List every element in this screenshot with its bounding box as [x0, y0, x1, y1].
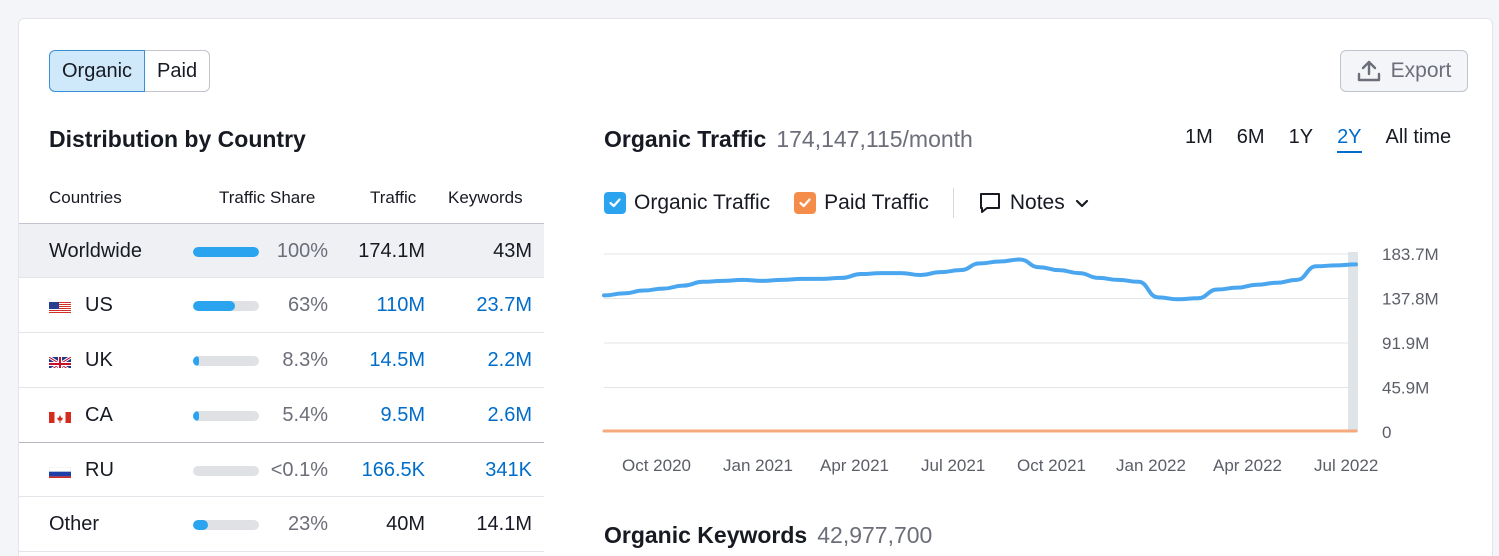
- checkbox-checked-icon[interactable]: [604, 192, 626, 214]
- notes-label: Notes: [1009, 191, 1065, 214]
- period-6m[interactable]: 6M: [1236, 126, 1265, 148]
- col-header-traffic-share[interactable]: Traffic Share: [219, 188, 316, 207]
- traffic-share-value: 8.3%: [282, 349, 328, 371]
- y-tick-label: 183.7M: [1382, 245, 1439, 264]
- checkbox-checked-icon[interactable]: [794, 192, 817, 214]
- organic-traffic-title: Organic Traffic 174,147,115/month: [604, 126, 973, 153]
- chart-legend: Organic Traffic Paid Traffic Notes: [604, 188, 1091, 218]
- country-cell: US: [49, 278, 113, 333]
- traffic-share-bar: [193, 497, 259, 552]
- country-name: CA: [85, 404, 113, 426]
- country-cell: CA: [49, 388, 113, 443]
- traffic-share-value: 5.4%: [282, 404, 328, 426]
- traffic-share-value: 100%: [276, 240, 328, 262]
- table-row[interactable]: UK 8.3% 14.5M 2.2M: [19, 333, 544, 388]
- x-tick-label: Apr 2022: [1213, 456, 1282, 475]
- country-name: Worldwide: [49, 240, 142, 262]
- traffic-value[interactable]: 14.5M: [369, 349, 425, 371]
- upload-icon: [1357, 60, 1380, 82]
- x-tick-label: Jul 2022: [1314, 456, 1379, 475]
- x-tick-label: Jul 2021: [921, 456, 986, 475]
- traffic-share-bar: [193, 224, 259, 279]
- col-header-countries[interactable]: Countries: [49, 188, 122, 207]
- country-name: RU: [85, 459, 114, 481]
- table-row[interactable]: CA 5.4% 9.5M 2.6M: [19, 388, 544, 443]
- period-all-time[interactable]: All time: [1385, 126, 1452, 148]
- period-selector: 1M 6M 1Y 2Y All time: [1185, 126, 1451, 153]
- traffic-value[interactable]: 9.5M: [380, 404, 425, 426]
- country-name: US: [85, 294, 113, 316]
- x-tick-label: Jan 2021: [723, 456, 793, 475]
- organic-traffic-value: 174,147,115/month: [776, 126, 973, 152]
- traffic-share-bar: [193, 388, 259, 443]
- country-cell: Other: [49, 497, 99, 552]
- legend-paid-label: Paid Traffic: [824, 191, 929, 214]
- keywords-value[interactable]: 2.6M: [487, 404, 532, 426]
- y-tick-label: 45.9M: [1382, 379, 1429, 398]
- traffic-share-value: 63%: [287, 294, 328, 316]
- y-tick-label: 0: [1382, 423, 1391, 442]
- export-label: Export: [1390, 59, 1452, 82]
- ru-flag-icon: [49, 464, 71, 478]
- distribution-title: Distribution by Country: [49, 126, 306, 152]
- keywords-value[interactable]: 2.2M: [487, 349, 532, 371]
- comment-icon: [979, 193, 1000, 213]
- traffic-share-value: <0.1%: [270, 459, 328, 481]
- country-cell: Worldwide: [49, 224, 142, 279]
- keywords-value: 43M: [493, 240, 532, 262]
- x-tick-label: Oct 2020: [622, 456, 691, 475]
- table-row[interactable]: US 63% 110M 23.7M: [19, 278, 544, 333]
- organic-traffic-chart[interactable]: 183.7M 137.8M 91.9M 45.9M 0: [600, 236, 1460, 446]
- chevron-down-icon: [1075, 199, 1088, 208]
- legend-organic-label: Organic Traffic: [634, 191, 771, 214]
- paid-toggle-button[interactable]: Paid: [145, 50, 211, 92]
- x-tick-label: Oct 2021: [1017, 456, 1086, 475]
- organic-paid-toggle: Organic Paid: [49, 50, 211, 92]
- country-name: UK: [85, 349, 113, 371]
- period-2y[interactable]: 2Y: [1337, 126, 1362, 153]
- x-tick-label: Apr 2021: [820, 456, 889, 475]
- ca-flag-icon: [49, 409, 71, 423]
- traffic-share-value: 23%: [287, 513, 328, 535]
- country-cell: UK: [49, 333, 113, 388]
- traffic-share-bar: [193, 278, 259, 333]
- period-1y[interactable]: 1Y: [1288, 126, 1314, 148]
- legend-divider: [952, 188, 954, 218]
- organic-traffic-line: [602, 257, 1358, 302]
- notes-dropdown[interactable]: Notes: [978, 191, 1091, 215]
- us-flag-icon: [49, 299, 71, 313]
- traffic-value: 174.1M: [358, 240, 425, 262]
- organic-keywords-label: Organic Keywords: [604, 522, 808, 548]
- export-button[interactable]: Export: [1340, 50, 1468, 92]
- legend-paid-traffic[interactable]: Paid Traffic: [794, 191, 929, 215]
- organic-traffic-label: Organic Traffic: [604, 126, 767, 152]
- keywords-value: 14.1M: [476, 513, 532, 535]
- table-row[interactable]: Other 23% 40M 14.1M: [19, 497, 544, 552]
- table-row[interactable]: RU <0.1% 166.5K 341K: [19, 442, 544, 497]
- legend-organic-traffic[interactable]: Organic Traffic: [604, 191, 770, 215]
- country-cell: RU: [49, 443, 114, 498]
- x-tick-label: Jan 2022: [1116, 456, 1186, 475]
- traffic-value[interactable]: 110M: [376, 294, 425, 316]
- country-name: Other: [49, 513, 100, 535]
- organic-toggle-button[interactable]: Organic: [49, 50, 146, 92]
- uk-flag-icon: [49, 354, 71, 368]
- col-header-keywords[interactable]: Keywords: [448, 188, 523, 207]
- hover-band: [1348, 252, 1358, 432]
- traffic-value: 40M: [386, 513, 425, 535]
- traffic-share-bar: [193, 443, 259, 498]
- organic-keywords-title: Organic Keywords 42,977,700: [604, 522, 932, 549]
- organic-keywords-value: 42,977,700: [817, 522, 933, 548]
- keywords-value[interactable]: 341K: [485, 459, 532, 481]
- col-header-traffic[interactable]: Traffic: [370, 188, 417, 207]
- traffic-share-bar: [193, 333, 259, 388]
- y-tick-label: 91.9M: [1382, 334, 1429, 353]
- y-tick-label: 137.8M: [1382, 290, 1439, 309]
- keywords-value[interactable]: 23.7M: [476, 294, 532, 316]
- period-1m[interactable]: 1M: [1185, 126, 1213, 148]
- table-row[interactable]: Worldwide 100% 174.1M 43M: [19, 223, 544, 278]
- traffic-value[interactable]: 166.5K: [361, 459, 425, 481]
